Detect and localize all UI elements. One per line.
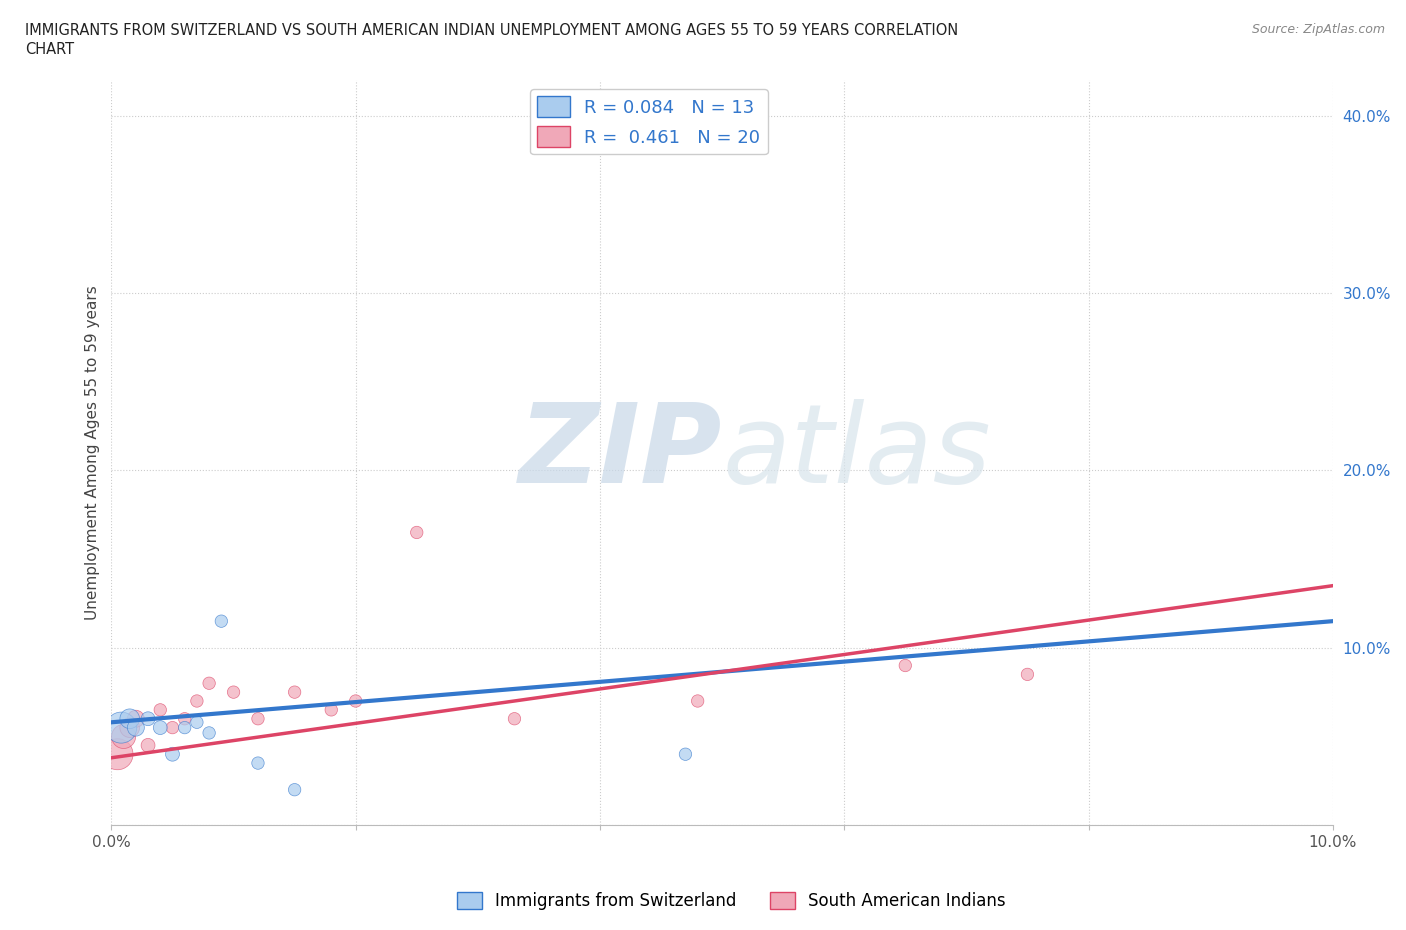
Point <box>173 720 195 735</box>
Point <box>344 694 367 709</box>
Point <box>686 694 709 709</box>
Point <box>136 737 159 752</box>
Point <box>321 702 343 717</box>
Point <box>118 720 141 735</box>
Point <box>675 747 697 762</box>
Text: IMMIGRANTS FROM SWITZERLAND VS SOUTH AMERICAN INDIAN UNEMPLOYMENT AMONG AGES 55 : IMMIGRANTS FROM SWITZERLAND VS SOUTH AME… <box>25 23 959 38</box>
Point <box>246 756 269 771</box>
Point <box>125 711 148 726</box>
Point <box>186 694 208 709</box>
Point <box>162 747 184 762</box>
Point <box>209 614 232 629</box>
Y-axis label: Unemployment Among Ages 55 to 59 years: Unemployment Among Ages 55 to 59 years <box>86 286 100 620</box>
Point <box>222 684 245 699</box>
Legend: R = 0.084   N = 13, R =  0.461   N = 20: R = 0.084 N = 13, R = 0.461 N = 20 <box>530 89 768 154</box>
Point <box>112 729 135 744</box>
Point <box>284 684 307 699</box>
Point <box>198 725 221 740</box>
Point <box>503 711 526 726</box>
Point <box>284 782 307 797</box>
Point <box>136 711 159 726</box>
Point <box>186 715 208 730</box>
Point <box>198 676 221 691</box>
Point <box>149 702 172 717</box>
Legend: Immigrants from Switzerland, South American Indians: Immigrants from Switzerland, South Ameri… <box>450 885 1012 917</box>
Point <box>118 711 141 726</box>
Text: ZIP: ZIP <box>519 399 723 506</box>
Point <box>1017 667 1039 682</box>
Point <box>246 711 269 726</box>
Point <box>149 720 172 735</box>
Point <box>125 720 148 735</box>
Text: CHART: CHART <box>25 42 75 57</box>
Point <box>107 747 129 762</box>
Point <box>405 525 427 540</box>
Text: atlas: atlas <box>723 399 991 506</box>
Point <box>894 658 917 673</box>
Point <box>173 711 195 726</box>
Text: Source: ZipAtlas.com: Source: ZipAtlas.com <box>1251 23 1385 36</box>
Point <box>162 720 184 735</box>
Point <box>110 720 132 735</box>
